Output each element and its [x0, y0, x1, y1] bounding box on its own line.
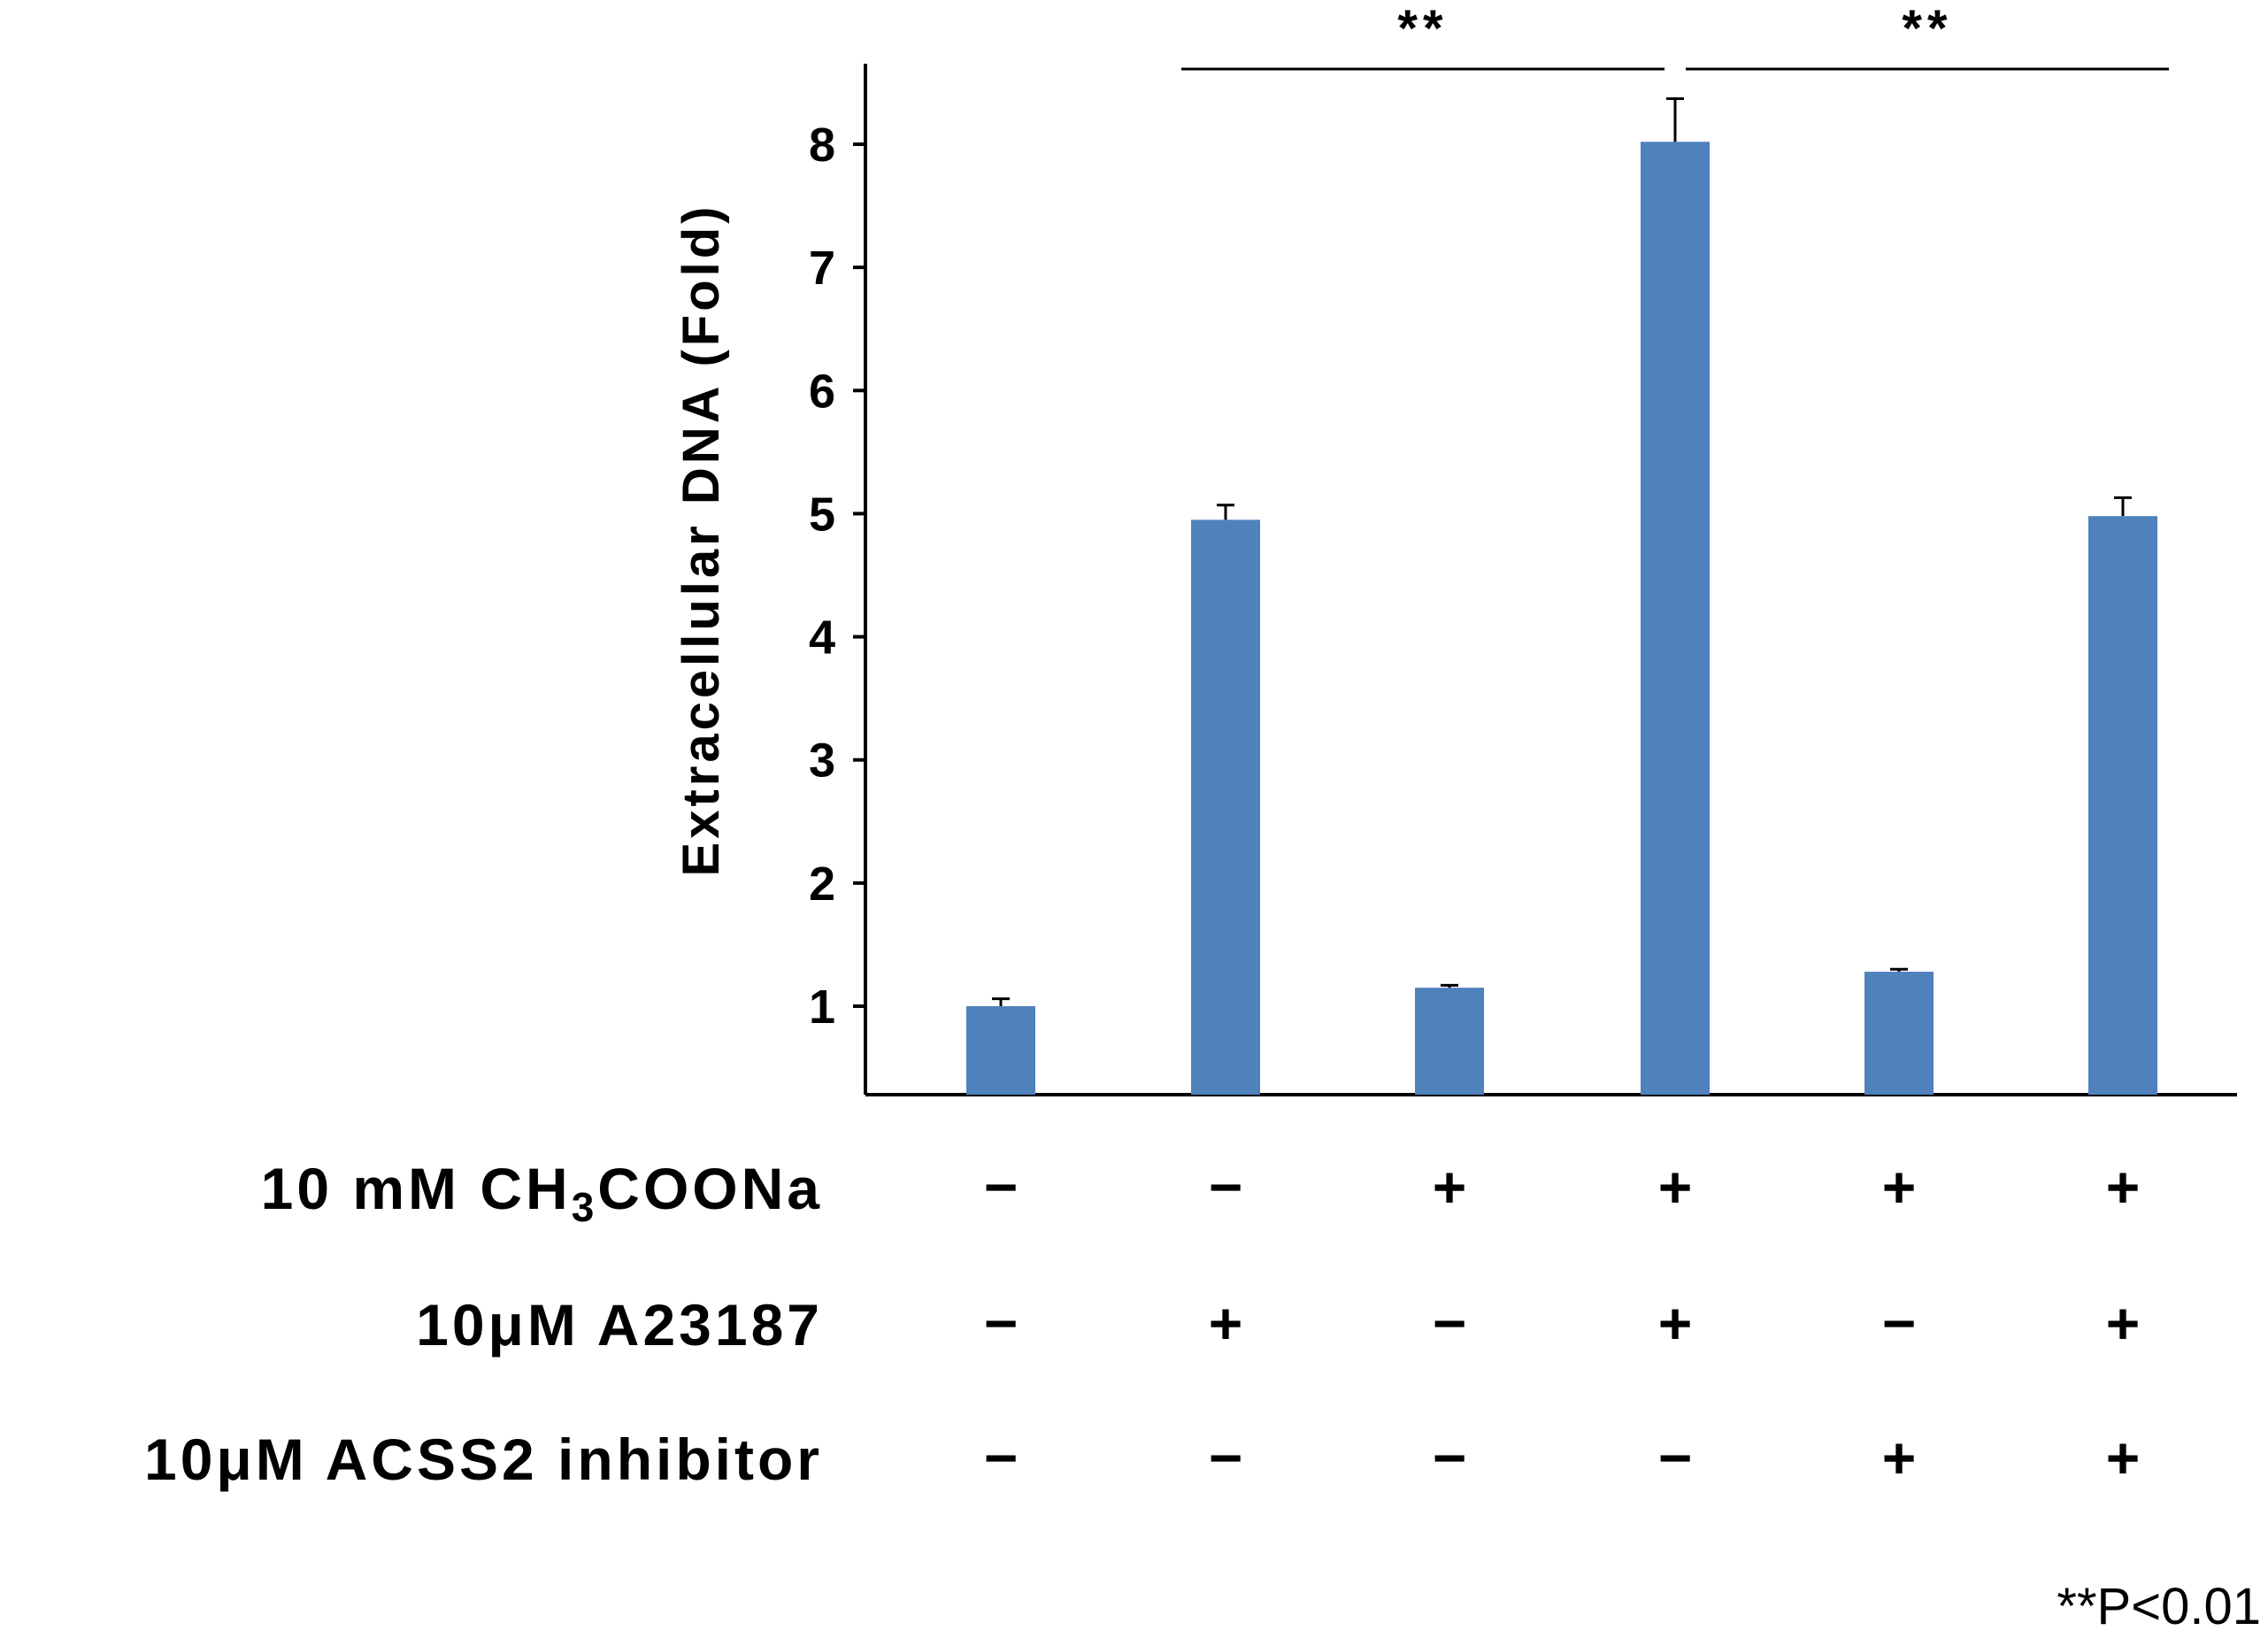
bar — [1864, 972, 1934, 1095]
y-tick-label: 4 — [809, 611, 835, 665]
plus-sign: + — [2106, 1290, 2141, 1356]
axes: 1 2 3 4 5 6 7 8 Extracellular DNA (Fold) — [673, 64, 2237, 1096]
y-tick-label: 1 — [809, 981, 835, 1034]
treatment-label: 10μM A23187 — [416, 1292, 823, 1358]
bars — [966, 142, 2157, 1095]
minus-sign: − — [1882, 1290, 1917, 1356]
bar — [1641, 142, 1710, 1095]
minus-sign: − — [1209, 1425, 1243, 1490]
y-tick-label: 6 — [809, 365, 835, 418]
bar — [1191, 519, 1260, 1095]
footnote: **P<0.01 — [2057, 1578, 2261, 1635]
significance-brackets: ** ** — [1181, 0, 2169, 71]
y-axis-title: Extracellular DNA (Fold) — [673, 204, 730, 877]
significance-label: ** — [1397, 0, 1448, 58]
minus-sign: − — [984, 1425, 1019, 1490]
y-tick-label: 7 — [809, 242, 835, 295]
y-tick-label: 3 — [809, 735, 835, 788]
plus-sign: + — [1882, 1154, 1917, 1219]
bar — [2088, 516, 2157, 1095]
error-bars — [992, 97, 2132, 1006]
minus-sign: − — [984, 1290, 1019, 1356]
plus-sign: + — [1658, 1290, 1693, 1356]
minus-sign: − — [1433, 1290, 1467, 1356]
treatment-label: 10 mM CH3COONa — [261, 1156, 823, 1230]
plus-sign: + — [1209, 1290, 1243, 1356]
bar — [1415, 988, 1484, 1095]
y-tick-label: 8 — [809, 119, 835, 172]
treatment-table: 10 mM CH3COONa − − + + + +10μM A23187 − + − + − +10μ… — [144, 1154, 2140, 1492]
plus-sign: + — [2106, 1425, 2141, 1490]
plus-sign: + — [1433, 1154, 1467, 1219]
minus-sign: − — [1433, 1425, 1467, 1490]
y-tick-label: 2 — [809, 858, 835, 911]
minus-sign: − — [1209, 1154, 1243, 1219]
y-tick-label: 5 — [809, 488, 835, 541]
minus-sign: − — [984, 1154, 1019, 1219]
treatment-label: 10μM ACSS2 inhibitor — [144, 1427, 823, 1492]
significance-label: ** — [1902, 0, 1952, 58]
bar — [966, 1006, 1035, 1095]
minus-sign: − — [1658, 1425, 1693, 1490]
plus-sign: + — [2106, 1154, 2141, 1219]
plus-sign: + — [1882, 1425, 1917, 1490]
plus-sign: + — [1658, 1154, 1693, 1219]
